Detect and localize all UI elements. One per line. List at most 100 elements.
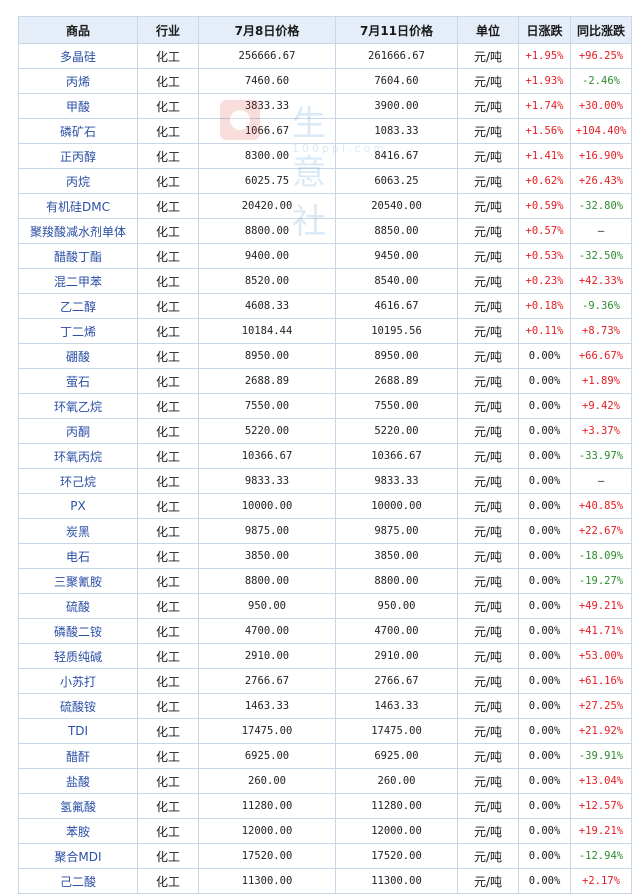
yoy-change-cell: +40.85% [570, 493, 632, 519]
product-name-link[interactable]: 己二酸 [18, 868, 138, 894]
daily-change-cell: 0.00% [518, 768, 571, 794]
industry-cell: 化工 [137, 93, 199, 119]
product-name-link[interactable]: 硼酸 [18, 343, 138, 369]
yoy-change-cell: -32.50% [570, 243, 632, 269]
product-name-link[interactable]: 氢氟酸 [18, 793, 138, 819]
table-row: 磷矿石 化工 1066.67 1083.33 元/吨 +1.56% +104.40% [18, 118, 632, 144]
product-name-link[interactable]: 苯胺 [18, 818, 138, 844]
industry-cell: 化工 [137, 368, 199, 394]
unit-cell: 元/吨 [457, 243, 519, 269]
daily-change-cell: +1.95% [518, 43, 571, 69]
unit-cell: 元/吨 [457, 93, 519, 119]
product-name-link[interactable]: 丁二烯 [18, 318, 138, 344]
product-name-link[interactable]: 醋酐 [18, 743, 138, 769]
yoy-change-cell: +16.90% [570, 143, 632, 169]
yoy-change-cell: +1.89% [570, 368, 632, 394]
daily-change-cell: 0.00% [518, 468, 571, 494]
product-name-link[interactable]: 硫酸 [18, 593, 138, 619]
industry-cell: 化工 [137, 68, 199, 94]
product-name-link[interactable]: 轻质纯碱 [18, 643, 138, 669]
product-name-link[interactable]: 丙烷 [18, 168, 138, 194]
product-name-link[interactable]: 萤石 [18, 368, 138, 394]
product-name-link[interactable]: 正丙醇 [18, 143, 138, 169]
price-jul8-cell: 9400.00 [198, 243, 336, 269]
column-header-unit[interactable]: 单位 [457, 16, 519, 44]
product-name-link[interactable]: 环氧乙烷 [18, 393, 138, 419]
price-jul11-cell: 8416.67 [335, 143, 458, 169]
daily-change-cell: 0.00% [518, 518, 571, 544]
product-name-link[interactable]: 三聚氰胺 [18, 568, 138, 594]
product-name-link[interactable]: 甲酸 [18, 93, 138, 119]
product-name-link[interactable]: 多晶硅 [18, 43, 138, 69]
daily-change-cell: +1.93% [518, 68, 571, 94]
yoy-change-cell: — [570, 218, 632, 244]
unit-cell: 元/吨 [457, 743, 519, 769]
product-name-link[interactable]: 硫酸铵 [18, 693, 138, 719]
industry-cell: 化工 [137, 443, 199, 469]
price-jul8-cell: 7550.00 [198, 393, 336, 419]
price-jul8-cell: 9875.00 [198, 518, 336, 544]
product-name-link[interactable]: 环氧丙烷 [18, 443, 138, 469]
product-name-link[interactable]: 有机硅DMC [18, 193, 138, 219]
product-name-link[interactable]: 磷酸二铵 [18, 618, 138, 644]
product-name-link[interactable]: TDI [18, 718, 138, 744]
product-name-link[interactable]: 聚羧酸减水剂单体 [18, 218, 138, 244]
column-header-daily-change[interactable]: 日涨跌 [518, 16, 571, 44]
price-jul8-cell: 6925.00 [198, 743, 336, 769]
industry-cell: 化工 [137, 193, 199, 219]
yoy-change-cell: +3.37% [570, 418, 632, 444]
table-row: 炭黑 化工 9875.00 9875.00 元/吨 0.00% +22.67% [18, 518, 632, 544]
yoy-change-cell: +21.92% [570, 718, 632, 744]
yoy-change-cell: +42.33% [570, 268, 632, 294]
product-name-link[interactable]: 醋酸丁酯 [18, 243, 138, 269]
yoy-change-cell: -12.94% [570, 843, 632, 869]
yoy-change-cell: +41.71% [570, 618, 632, 644]
price-jul8-cell: 12000.00 [198, 818, 336, 844]
column-header-price-jul8[interactable]: 7月8日价格 [198, 16, 336, 44]
product-name-link[interactable]: 丙酮 [18, 418, 138, 444]
daily-change-cell: 0.00% [518, 668, 571, 694]
product-name-link[interactable]: 聚合MDI [18, 843, 138, 869]
product-name-link[interactable]: 乙二醇 [18, 293, 138, 319]
table-row: 硫酸铵 化工 1463.33 1463.33 元/吨 0.00% +27.25% [18, 693, 632, 719]
unit-cell: 元/吨 [457, 293, 519, 319]
price-jul11-cell: 8800.00 [335, 568, 458, 594]
unit-cell: 元/吨 [457, 618, 519, 644]
daily-change-cell: +1.74% [518, 93, 571, 119]
table-row: 聚合MDI 化工 17520.00 17520.00 元/吨 0.00% -12.94% [18, 843, 632, 869]
daily-change-cell: +0.23% [518, 268, 571, 294]
price-jul11-cell: 3900.00 [335, 93, 458, 119]
product-name-link[interactable]: 混二甲苯 [18, 268, 138, 294]
daily-change-cell: +0.18% [518, 293, 571, 319]
industry-cell: 化工 [137, 618, 199, 644]
industry-cell: 化工 [137, 568, 199, 594]
column-header-industry[interactable]: 行业 [137, 16, 199, 44]
daily-change-cell: 0.00% [518, 343, 571, 369]
unit-cell: 元/吨 [457, 68, 519, 94]
industry-cell: 化工 [137, 743, 199, 769]
daily-change-cell: +0.53% [518, 243, 571, 269]
table-row: 环氧丙烷 化工 10366.67 10366.67 元/吨 0.00% -33.97% [18, 443, 632, 469]
product-name-link[interactable]: 磷矿石 [18, 118, 138, 144]
product-name-link[interactable]: 电石 [18, 543, 138, 569]
product-name-link[interactable]: 环己烷 [18, 468, 138, 494]
price-jul11-cell: 8540.00 [335, 268, 458, 294]
yoy-change-cell: -19.27% [570, 568, 632, 594]
unit-cell: 元/吨 [457, 868, 519, 894]
column-header-price-jul11[interactable]: 7月11日价格 [335, 16, 458, 44]
product-name-link[interactable]: 炭黑 [18, 518, 138, 544]
price-jul8-cell: 3850.00 [198, 543, 336, 569]
yoy-change-cell: +22.67% [570, 518, 632, 544]
product-name-link[interactable]: 小苏打 [18, 668, 138, 694]
column-header-yoy-change[interactable]: 同比涨跌 [570, 16, 632, 44]
industry-cell: 化工 [137, 343, 199, 369]
price-jul8-cell: 1463.33 [198, 693, 336, 719]
daily-change-cell: +1.56% [518, 118, 571, 144]
product-name-link[interactable]: PX [18, 493, 138, 519]
product-name-link[interactable]: 丙烯 [18, 68, 138, 94]
industry-cell: 化工 [137, 593, 199, 619]
table-row: PX 化工 10000.00 10000.00 元/吨 0.00% +40.85% [18, 493, 632, 519]
column-header-product[interactable]: 商品 [18, 16, 138, 44]
price-jul8-cell: 3833.33 [198, 93, 336, 119]
product-name-link[interactable]: 盐酸 [18, 768, 138, 794]
